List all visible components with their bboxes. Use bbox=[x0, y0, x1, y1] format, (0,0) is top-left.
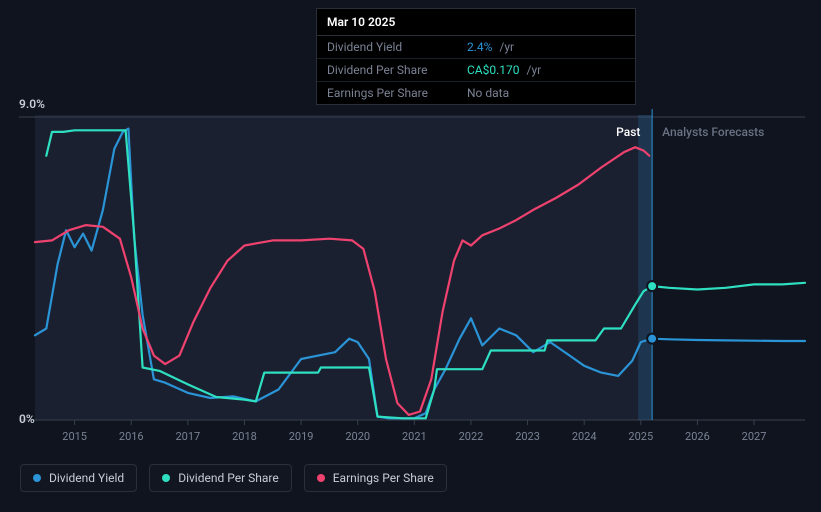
chart-legend: Dividend Yield Dividend Per Share Earnings… bbox=[20, 464, 447, 492]
tooltip-row-label: Earnings Per Share bbox=[327, 86, 467, 100]
tooltip-date: Mar 10 2025 bbox=[317, 9, 635, 36]
x-axis-tick-label: 2027 bbox=[742, 430, 767, 443]
tooltip-row: Dividend Yield2.4% /yr bbox=[317, 36, 635, 59]
legend-item[interactable]: Dividend Per Share bbox=[149, 464, 292, 492]
x-axis-tick-label: 2022 bbox=[459, 430, 484, 443]
tooltip-row: Dividend Per ShareCA$0.170 /yr bbox=[317, 59, 635, 82]
past-label: Past bbox=[616, 125, 640, 139]
legend-item-label: Earnings Per Share bbox=[333, 471, 434, 485]
legend-dot-icon bbox=[317, 474, 325, 482]
x-axis-tick-label: 2015 bbox=[62, 430, 87, 443]
legend-item-label: Dividend Per Share bbox=[178, 471, 279, 485]
forecast-label: Analysts Forecasts bbox=[662, 125, 764, 139]
x-axis-tick-label: 2026 bbox=[685, 430, 710, 443]
tooltip-row-value: 2.4% /yr bbox=[467, 40, 514, 54]
legend-item[interactable]: Dividend Yield bbox=[20, 464, 137, 492]
y-axis-tick-label: 9.0% bbox=[19, 97, 45, 111]
x-axis-tick-label: 2016 bbox=[119, 430, 144, 443]
dividend-history-chart: 0% 9.0% 2015 2016 2017 2018 2019 2020 2021 2022 2… bbox=[0, 0, 821, 508]
x-axis-tick-label: 2020 bbox=[345, 430, 370, 443]
legend-dot-icon bbox=[162, 474, 170, 482]
tooltip-row-value: No data bbox=[467, 86, 509, 100]
x-axis-tick-label: 2017 bbox=[175, 430, 200, 443]
tooltip-row-label: Dividend Per Share bbox=[327, 63, 467, 77]
tooltip-row-unit: /yr bbox=[524, 63, 542, 77]
legend-item-label: Dividend Yield bbox=[49, 471, 124, 485]
x-axis-tick-label: 2019 bbox=[289, 430, 314, 443]
tooltip-row: Earnings Per ShareNo data bbox=[317, 82, 635, 104]
tooltip-row-value: CA$0.170 /yr bbox=[467, 63, 541, 77]
x-axis-tick-label: 2021 bbox=[402, 430, 427, 443]
x-axis-tick-label: 2023 bbox=[515, 430, 540, 443]
y-axis-tick-label: 0% bbox=[19, 412, 35, 426]
legend-dot-icon bbox=[33, 474, 41, 482]
x-axis-tick-label: 2024 bbox=[572, 430, 597, 443]
chart-tooltip: Mar 10 2025 Dividend Yield2.4% /yrDivide… bbox=[316, 8, 636, 105]
tooltip-row-unit: /yr bbox=[496, 40, 514, 54]
x-axis-tick-label: 2025 bbox=[628, 430, 653, 443]
legend-item[interactable]: Earnings Per Share bbox=[304, 464, 447, 492]
x-axis-tick-label: 2018 bbox=[232, 430, 257, 443]
tooltip-row-label: Dividend Yield bbox=[327, 40, 467, 54]
